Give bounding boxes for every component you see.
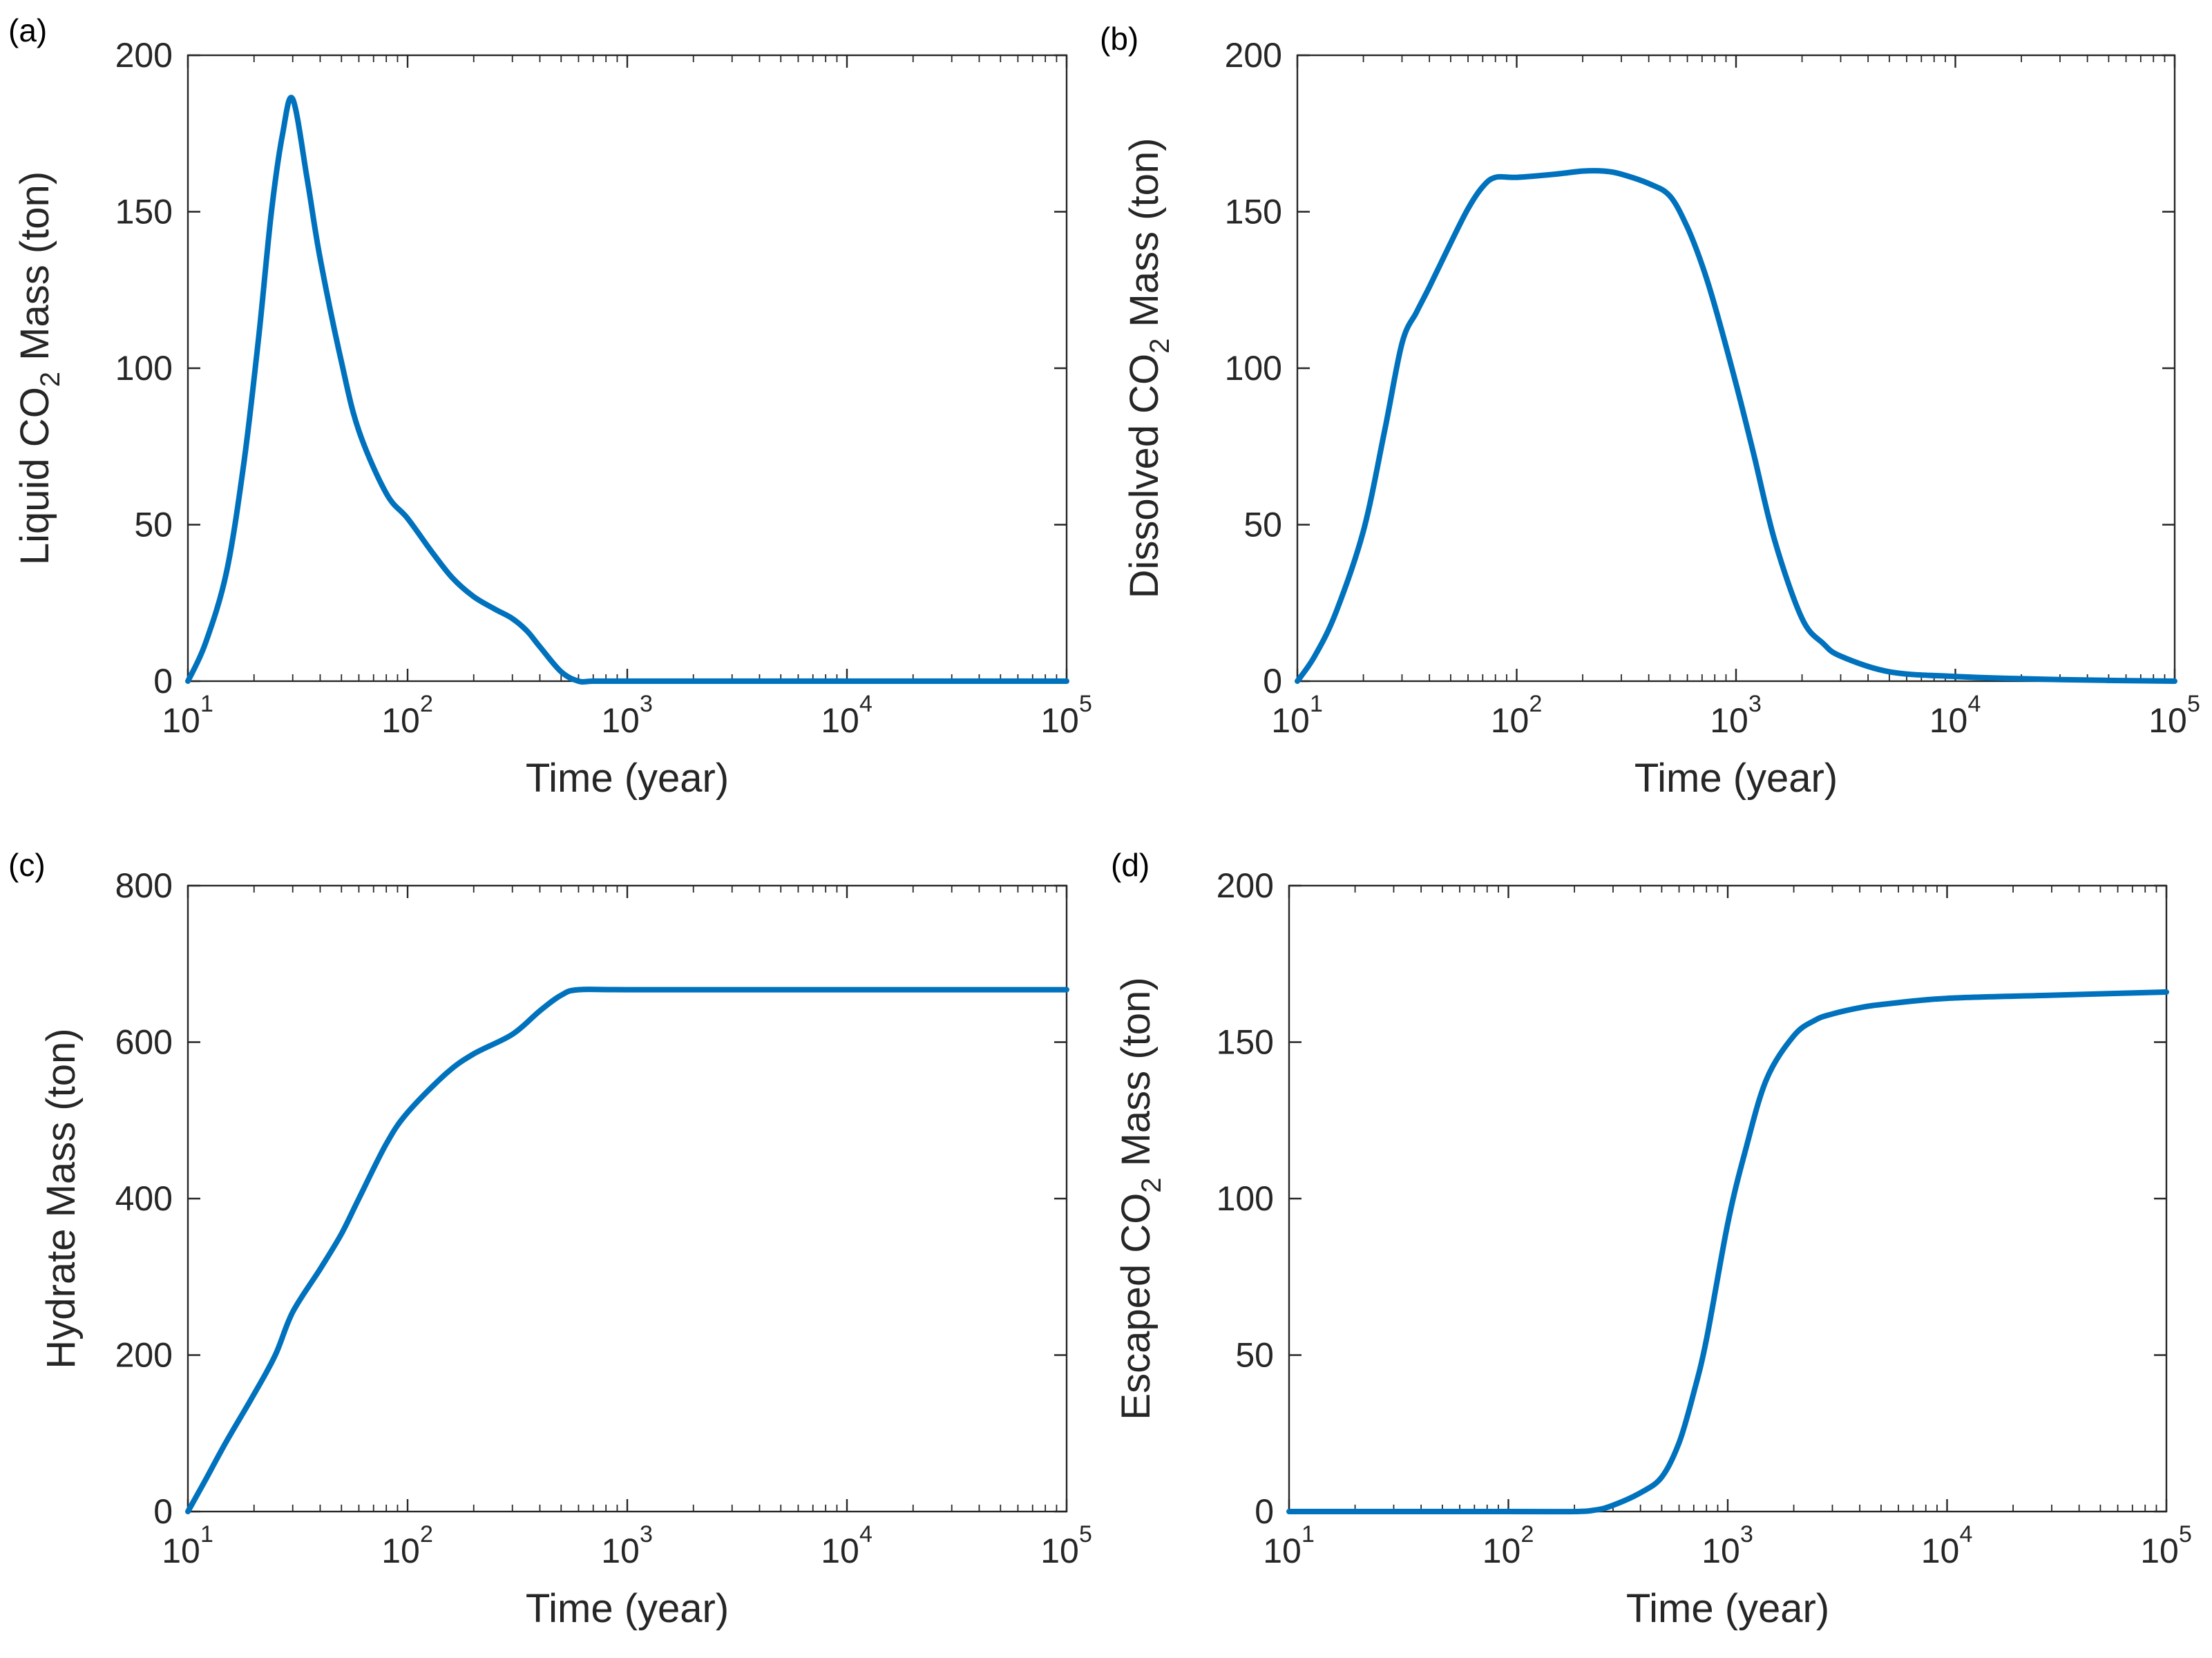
x-tick-exponent: 1: [1310, 691, 1323, 717]
series-line: [1286, 989, 2169, 1515]
y-axis-title-subscript: 2: [1145, 339, 1175, 354]
axes-box: [187, 884, 1068, 1513]
x-tick-label: 10: [1271, 701, 1310, 740]
x-axis-title: Time (year): [1634, 756, 1838, 801]
x-tick-label: 10: [1701, 1532, 1740, 1570]
x-tick-exponent: 1: [200, 1521, 213, 1547]
x-tick-exponent: 1: [200, 691, 213, 717]
x-axis-title: Time (year): [1626, 1586, 1829, 1631]
x-tick-label: 10: [1040, 1532, 1079, 1570]
x-tick-label: 10: [1710, 701, 1748, 740]
x-tick-label: 10: [162, 1532, 200, 1570]
x-tick-exponent: 5: [1079, 691, 1092, 717]
y-tick-label: 200: [1217, 866, 1274, 905]
y-tick-label: 50: [1235, 1336, 1274, 1375]
y-axis-title-text: Dissolved CO: [1122, 354, 1167, 599]
y-tick-label: 200: [115, 1336, 173, 1375]
series-line: [185, 95, 1069, 685]
series-line: [1295, 168, 2177, 684]
y-axis-title: Hydrate Mass (ton): [39, 1028, 84, 1369]
y-axis-title-text: Mass (ton): [12, 171, 57, 372]
x-tick-exponent: 2: [1529, 691, 1543, 717]
y-axis-title-subscript: 2: [35, 372, 66, 387]
y-tick-label: 50: [1243, 506, 1282, 544]
x-axis-title: Time (year): [526, 756, 729, 801]
y-axis-title-text: Escaped CO: [1114, 1193, 1159, 1420]
panel-label: (d): [1111, 847, 1150, 883]
x-tick-exponent: 4: [859, 1521, 873, 1547]
x-tick-label: 10: [1929, 701, 1968, 740]
x-axis-title: Time (year): [526, 1586, 729, 1631]
y-axis-title-text: Mass (ton): [1114, 977, 1159, 1177]
y-tick-label: 600: [115, 1023, 173, 1062]
x-tick-exponent: 4: [1968, 691, 1981, 717]
y-tick-label: 100: [115, 349, 173, 388]
x-tick-exponent: 5: [2187, 691, 2200, 717]
y-tick-label: 150: [1225, 193, 1282, 231]
y-tick-label: 200: [1225, 36, 1282, 75]
y-tick-label: 150: [115, 193, 173, 231]
y-axis-title: Liquid CO2 Mass (ton): [12, 171, 66, 565]
x-tick-label: 10: [1921, 1532, 1960, 1570]
panel-label: (a): [8, 12, 47, 48]
y-axis-title-text: Hydrate Mass (ton): [39, 1028, 84, 1369]
x-tick-label: 10: [601, 1532, 640, 1570]
y-tick-label: 150: [1217, 1023, 1274, 1062]
y-tick-label: 0: [153, 1492, 173, 1531]
panel-label: (b): [1100, 21, 1138, 57]
y-axis-title-text: Liquid CO: [12, 387, 57, 565]
y-axis-title: Dissolved CO2 Mass (ton): [1122, 138, 1175, 599]
panel-label: (c): [8, 847, 46, 883]
x-tick-label: 10: [601, 701, 640, 740]
x-tick-label: 10: [1040, 701, 1079, 740]
x-tick-exponent: 5: [1079, 1521, 1092, 1547]
y-axis-title: Escaped CO2 Mass (ton): [1114, 977, 1167, 1420]
x-tick-label: 10: [1263, 1532, 1302, 1570]
y-tick-label: 400: [115, 1179, 173, 1218]
x-tick-exponent: 4: [1960, 1521, 1973, 1547]
x-tick-label: 10: [821, 1532, 859, 1570]
x-tick-exponent: 2: [420, 691, 433, 717]
y-tick-label: 100: [1225, 349, 1282, 388]
y-tick-label: 100: [1217, 1179, 1274, 1218]
x-tick-label: 10: [1482, 1532, 1521, 1570]
x-tick-label: 10: [2140, 1532, 2179, 1570]
x-tick-exponent: 3: [1748, 691, 1762, 717]
x-tick-exponent: 1: [1302, 1521, 1315, 1547]
x-tick-exponent: 3: [640, 691, 653, 717]
y-tick-label: 50: [134, 506, 173, 544]
y-axis-title-subscript: 2: [1136, 1177, 1167, 1192]
y-tick-label: 200: [115, 36, 173, 75]
x-tick-label: 10: [2148, 701, 2187, 740]
x-tick-exponent: 5: [2179, 1521, 2192, 1547]
y-tick-label: 0: [1255, 1492, 1274, 1531]
axes-box: [1288, 884, 2168, 1513]
x-tick-exponent: 2: [420, 1521, 433, 1547]
x-tick-exponent: 3: [1740, 1521, 1753, 1547]
axes-box: [187, 54, 1068, 683]
x-tick-label: 10: [381, 701, 420, 740]
x-tick-exponent: 2: [1521, 1521, 1534, 1547]
series-line: [185, 987, 1069, 1514]
x-tick-label: 10: [381, 1532, 420, 1570]
x-tick-label: 10: [821, 701, 859, 740]
y-tick-label: 0: [153, 662, 173, 701]
x-tick-label: 10: [162, 701, 200, 740]
axes-box: [1296, 54, 2176, 683]
x-tick-exponent: 3: [640, 1521, 653, 1547]
y-axis-title-text: Mass (ton): [1122, 138, 1167, 339]
y-tick-label: 0: [1263, 662, 1282, 701]
x-tick-exponent: 4: [859, 691, 873, 717]
y-tick-label: 800: [115, 866, 173, 905]
x-tick-label: 10: [1491, 701, 1529, 740]
